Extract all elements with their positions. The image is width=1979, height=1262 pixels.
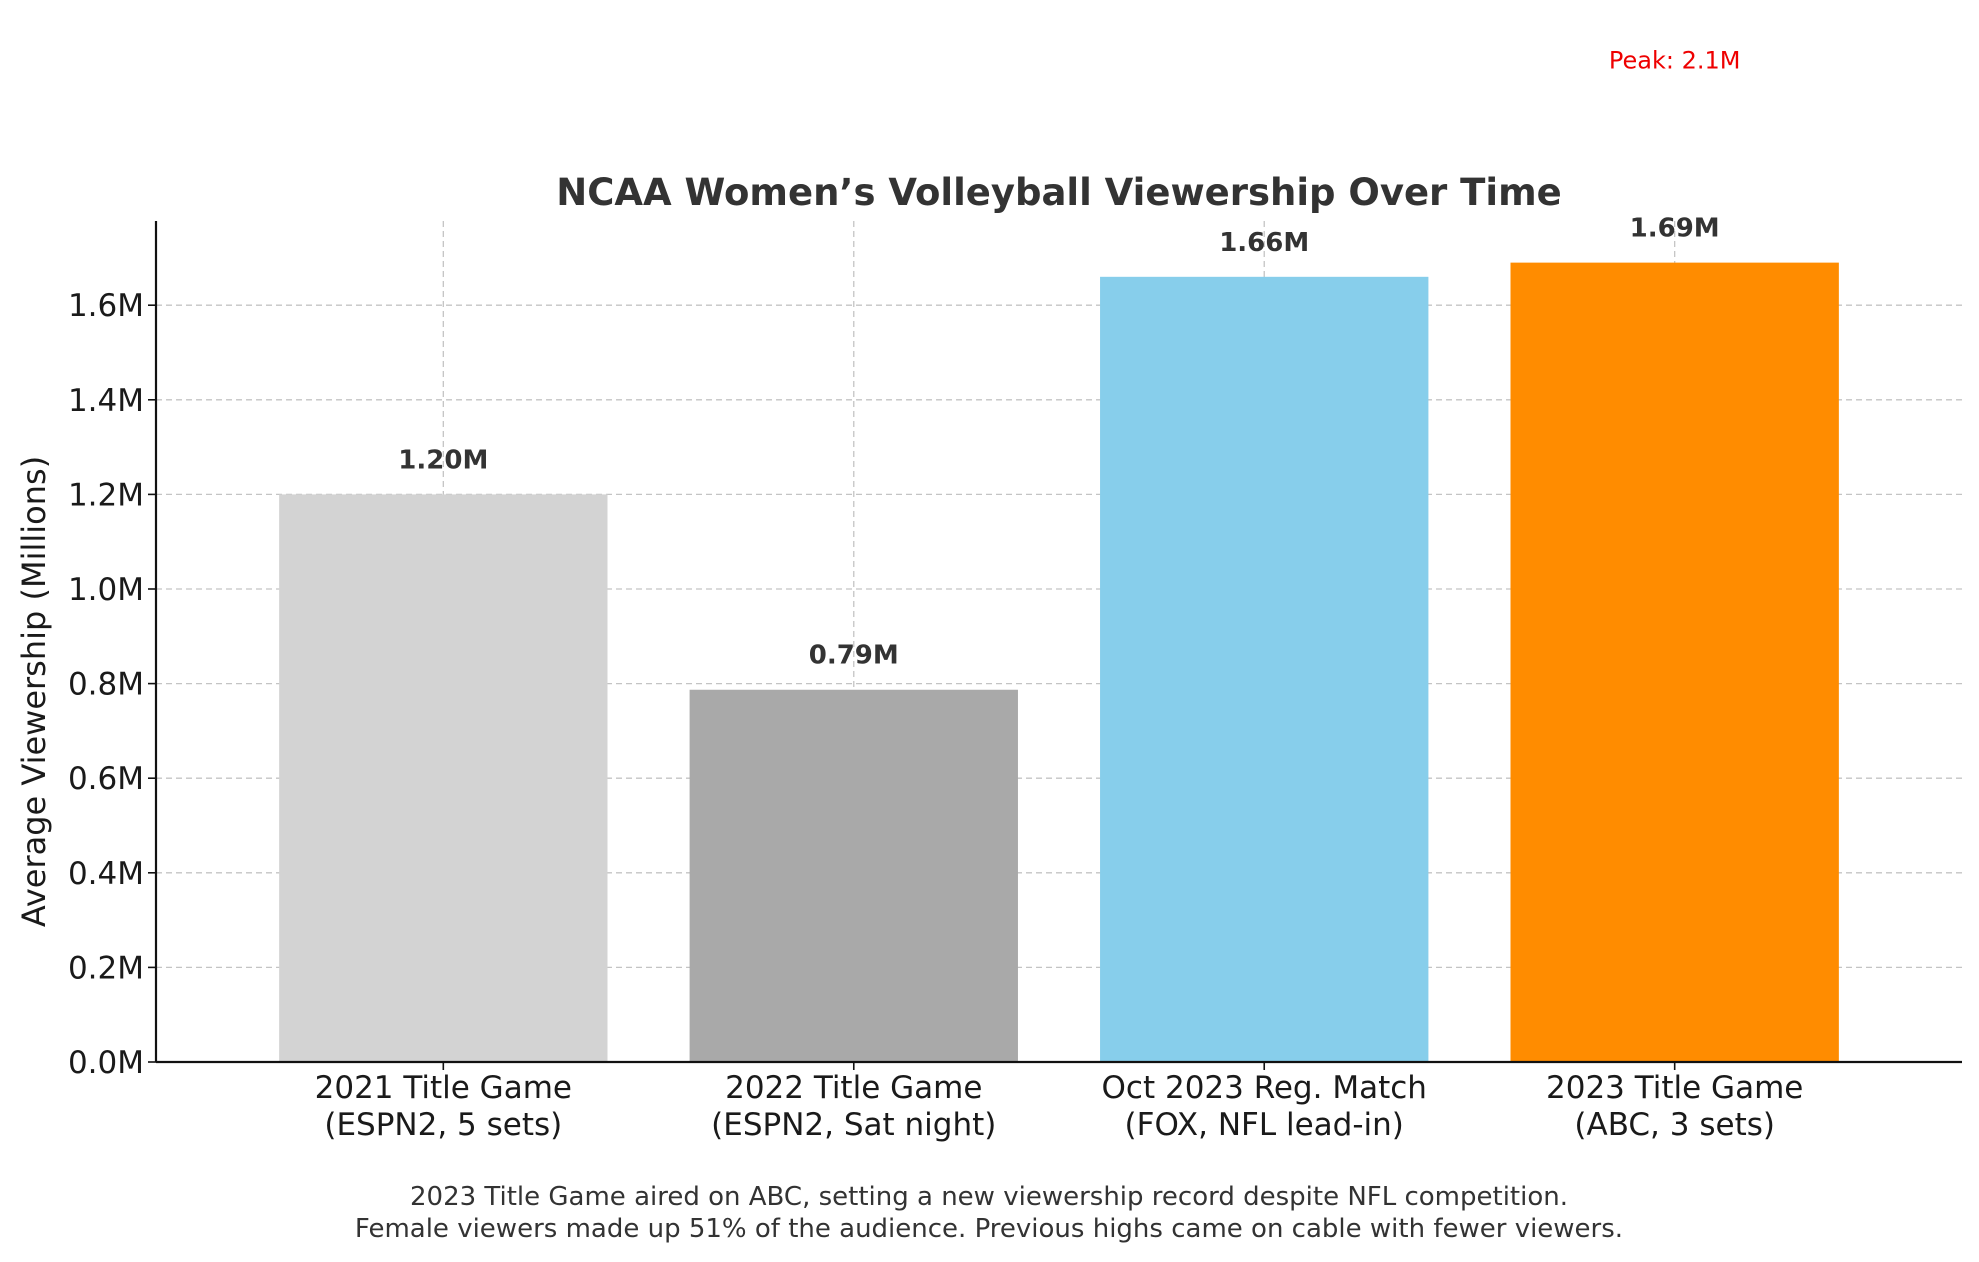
peak-annotation: Peak: 2.1M [1609,47,1741,75]
bar [279,494,608,1062]
value-labels: 1.20M 0.79M 1.66M 1.69M [398,214,1719,671]
y-ticks: 0.0M 0.2M 0.4M 0.6M 0.8M 1.0M 1.2M 1.4M 1.6M [68,288,156,1081]
x-tick-label: 2021 Title Game (ESPN2, 5 sets) [315,1070,572,1143]
bar [1510,262,1839,1063]
x-tick-label: 2023 Title Game (ABC, 3 sets) [1546,1070,1803,1143]
bar [1100,276,1429,1062]
y-tick-label: 0.2M [68,950,144,986]
bar-value-label: 1.66M [1219,228,1309,258]
bar-value-label: 1.20M [398,445,488,475]
axes [154,221,1962,1064]
bar [689,689,1018,1062]
x-ticks: 2021 Title Game (ESPN2, 5 sets) 2022 Title… [315,1062,1803,1143]
y-tick-label: 1.6M [68,288,144,324]
bar-value-label: 1.69M [1630,214,1720,244]
x-tick-label: Oct 2023 Reg. Match (FOX, NFL lead-in) [1102,1070,1427,1143]
y-tick-label: 1.4M [68,383,144,419]
x-tick-label-line: 2023 Title Game [1546,1070,1803,1106]
x-tick-label: 2022 Title Game (ESPN2, Sat night) [711,1070,996,1143]
bar-value-label: 0.79M [809,641,899,671]
x-tick-label-line: (FOX, NFL lead-in) [1125,1107,1404,1143]
y-tick-label: 0.0M [68,1045,144,1081]
y-tick-label: 1.2M [68,477,144,513]
x-tick-label-line: (ESPN2, Sat night) [711,1107,996,1143]
chart-title: NCAA Women’s Volleyball Viewership Over … [556,171,1562,214]
x-tick-label-line: 2021 Title Game [315,1070,572,1106]
x-tick-label-line: Oct 2023 Reg. Match [1102,1070,1427,1106]
caption-line-2: Female viewers made up 51% of the audien… [355,1214,1623,1244]
bars [279,262,1839,1063]
x-tick-label-line: 2022 Title Game [725,1070,982,1106]
y-tick-label: 0.8M [68,667,144,703]
y-tick-label: 0.4M [68,856,144,892]
x-gridlines [442,221,1676,1062]
x-tick-label-line: (ABC, 3 sets) [1574,1107,1775,1143]
x-tick-label-line: (ESPN2, 5 sets) [324,1107,562,1143]
y-axis-label: Average Viewership (Millions) [15,456,53,927]
caption-line-1: 2023 Title Game aired on ABC, setting a … [410,1182,1568,1212]
y-tick-label: 1.0M [68,572,144,608]
y-tick-label: 0.6M [68,761,144,797]
